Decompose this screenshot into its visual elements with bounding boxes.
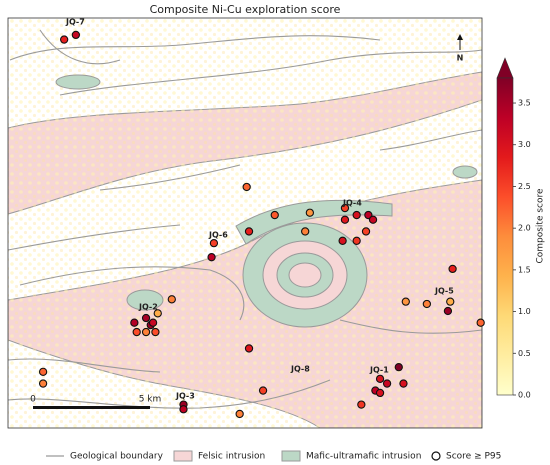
colorbar: Composite score 0.0 0.5 1.0 1.5 2.0 2.5 3.0 3.5 [496, 57, 546, 400]
score-point [305, 208, 315, 217]
score-point [352, 236, 361, 245]
score-point [132, 327, 141, 337]
target-label: JQ-1 [369, 366, 389, 375]
score-point [368, 215, 378, 224]
score-point [422, 299, 432, 309]
target-label: JQ-2 [138, 303, 158, 312]
score-point [399, 379, 408, 388]
score-point [38, 379, 48, 388]
score-point [141, 327, 151, 337]
score-point [148, 318, 158, 327]
score-point [235, 409, 244, 419]
score-point [375, 374, 385, 384]
score-point [476, 318, 485, 327]
north-label: N [457, 54, 464, 63]
score-point [340, 215, 350, 224]
colorbar-label: Composite score [536, 188, 546, 264]
score-point [394, 363, 403, 372]
score-point [382, 379, 392, 388]
legend: Geological boundary Felsic intrusion Maf… [46, 450, 501, 462]
score-point [38, 367, 48, 376]
score-point [244, 344, 254, 353]
score-point [375, 388, 385, 398]
points [38, 30, 485, 419]
colorbar-tick-label: 3.5 [518, 99, 531, 108]
target-label: JQ-3 [175, 392, 195, 401]
score-point [207, 253, 216, 262]
colorbar-tick-label: 3.0 [518, 140, 531, 149]
scale-label: 5 km [139, 395, 162, 405]
colorbar-tick-label: 0.0 [518, 391, 531, 400]
score-point [242, 182, 251, 192]
geology [8, 18, 482, 428]
score-point [258, 386, 268, 395]
score-point [401, 297, 410, 306]
score-point [446, 297, 455, 306]
score-point [244, 227, 254, 236]
colorbar-tick-label: 1.5 [518, 265, 531, 274]
colorbar-tick-label: 2.5 [518, 182, 531, 191]
map-title: Composite Ni-Cu exploration score [150, 3, 341, 16]
score-point [352, 210, 361, 220]
score-point [338, 236, 347, 245]
legend-label: Score ≥ P95 [446, 452, 501, 462]
score-point [361, 227, 371, 236]
score-point [340, 203, 350, 213]
score-point [60, 35, 69, 44]
score-point [141, 313, 151, 323]
legend-label: Mafic-ultramafic intrusion [306, 452, 421, 462]
scale-bar: 0 5 km [30, 395, 162, 409]
score-point [443, 306, 453, 316]
map-frame [7, 17, 483, 429]
colorbar-tick-label: 2.0 [518, 224, 531, 233]
score-point [357, 400, 366, 409]
score-point [151, 327, 160, 337]
score-point [179, 405, 188, 414]
colorbar-tick-label: 1.0 [518, 307, 531, 316]
score-point [130, 318, 139, 327]
north-arrow: N [457, 34, 464, 63]
score-point [270, 210, 279, 220]
target-label: JQ-5 [434, 287, 454, 296]
target-label: JQ-7 [65, 18, 85, 27]
legend-label: Geological boundary [70, 452, 164, 462]
scale-label: 0 [30, 395, 36, 405]
target-label: JQ-4 [342, 199, 362, 208]
target-label: JQ-6 [208, 231, 228, 240]
legend-label: Felsic intrusion [198, 452, 265, 462]
score-point [448, 264, 457, 274]
score-point [153, 309, 162, 318]
target-label: JQ-8 [290, 365, 310, 374]
score-point [71, 30, 81, 40]
score-point [209, 238, 219, 248]
score-point [301, 227, 310, 236]
score-point [167, 295, 176, 304]
colorbar-tick-label: 0.5 [518, 349, 531, 358]
